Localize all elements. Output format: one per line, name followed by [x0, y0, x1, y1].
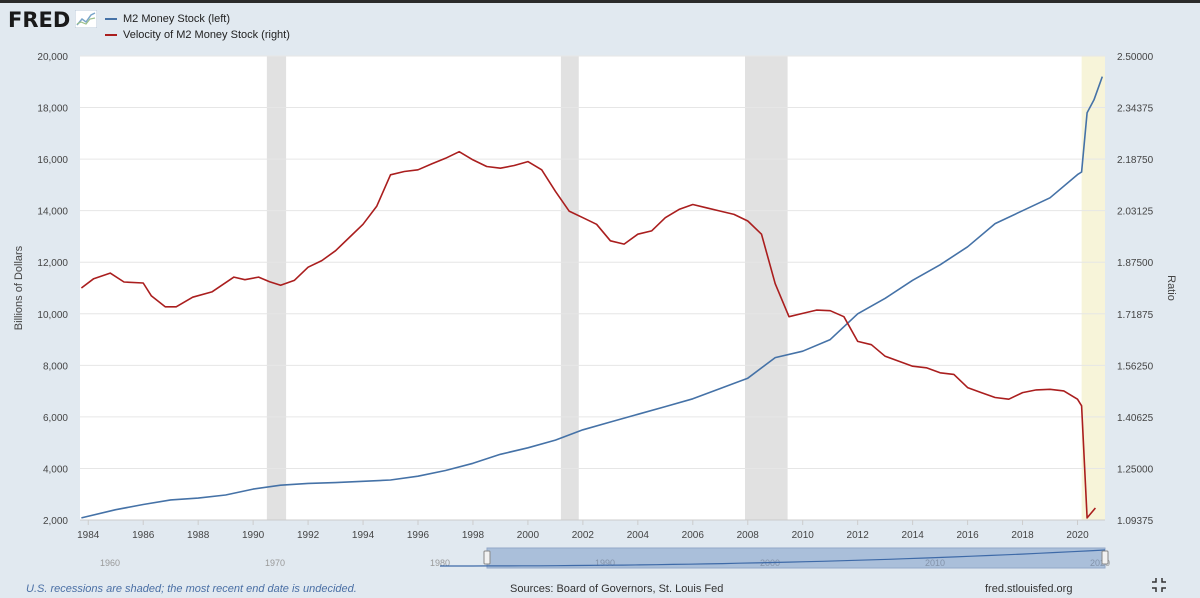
- fred-url-link[interactable]: fred.stlouisfed.org: [985, 583, 1073, 595]
- navigator-track: [80, 548, 1105, 568]
- y-right-tick-label: 2.50000: [1117, 52, 1154, 63]
- y-left-tick-label: 18,000: [37, 104, 68, 115]
- navigator-year-label: 2010: [925, 558, 945, 568]
- y-right-tick-label: 1.71875: [1117, 310, 1154, 321]
- x-tick-label: 1986: [132, 530, 155, 541]
- y-right-tick-label: 1.09375: [1117, 516, 1154, 527]
- y-left-tick-label: 16,000: [37, 155, 68, 166]
- navigator-year-label: 1960: [100, 558, 120, 568]
- recession-band-undecided: [1081, 56, 1105, 520]
- y-right-tick-label: 2.03125: [1117, 207, 1154, 218]
- series-line-velocity: [80, 150, 1097, 519]
- y-left-tick-label: 10,000: [37, 310, 68, 321]
- gridlines: [80, 55, 1105, 521]
- fred-logo[interactable]: FRED: [8, 8, 71, 32]
- y-left-tick-label: 12,000: [37, 258, 68, 269]
- series-lines: [80, 76, 1104, 519]
- axes: 2,000 4,000 6,000 8,000 10,000 12,000 14,000 16…: [37, 52, 1153, 541]
- x-tick-label: 1996: [407, 530, 430, 541]
- x-tick-label: 2018: [1011, 530, 1034, 541]
- x-tick-label: 2020: [1066, 530, 1089, 541]
- navigator-year-label: 2020: [1090, 558, 1110, 568]
- x-tick-label: 2006: [682, 530, 705, 541]
- x-tick-label: 1984: [77, 530, 100, 541]
- left-axis-title: Billions of Dollars: [13, 245, 25, 330]
- y-left-tick-label: 20,000: [37, 52, 68, 63]
- navigator-handle-right: [1101, 550, 1109, 565]
- y-left-tick-label: 6,000: [43, 413, 68, 424]
- x-tick-label: 2004: [627, 530, 650, 541]
- recession-shading: [266, 56, 1105, 520]
- legend-swatch-m2: [105, 18, 117, 20]
- x-tick-label: 1990: [242, 530, 265, 541]
- x-tick-label: 1992: [297, 530, 320, 541]
- legend-label-m2: M2 Money Stock (left): [123, 13, 230, 25]
- y-right-tick-label: 1.40625: [1117, 413, 1154, 424]
- trend-line-icon: [75, 10, 97, 28]
- x-tick-label: 2014: [902, 530, 925, 541]
- legend-item-velocity[interactable]: Velocity of M2 Money Stock (right): [105, 29, 290, 41]
- plot-area: [80, 56, 1105, 520]
- y-right-tick-label: 1.25000: [1117, 464, 1154, 475]
- recession-band: [745, 56, 788, 520]
- x-tick-label: 2002: [572, 530, 595, 541]
- range-navigator[interactable]: 1960197019801990200020102020: [80, 547, 1110, 569]
- navigator-series: [440, 549, 1106, 567]
- x-tick-label: 2012: [847, 530, 870, 541]
- x-tick-label: 2000: [517, 530, 540, 541]
- series-line-m2: [81, 76, 1104, 519]
- x-tick-label: 1994: [352, 530, 375, 541]
- y-right-tick-label: 2.18750: [1117, 155, 1154, 166]
- x-tick-label: 2008: [737, 530, 760, 541]
- x-tick-label: 2016: [956, 530, 979, 541]
- y-left-tick-label: 8,000: [43, 361, 68, 372]
- legend-swatch-velocity: [105, 34, 117, 36]
- navigator-year-label: 1970: [265, 558, 285, 568]
- top-border: [0, 0, 1200, 3]
- y-right-tick-label: 1.56250: [1117, 361, 1154, 372]
- x-tick-label: 2010: [792, 530, 815, 541]
- y-left-tick-label: 14,000: [37, 207, 68, 218]
- recession-band: [560, 56, 579, 520]
- navigator-year-label: 1990: [595, 558, 615, 568]
- y-right-tick-label: 2.34375: [1117, 104, 1154, 115]
- right-axis-title: Ratio: [1165, 275, 1177, 301]
- fullscreen-icon[interactable]: [1151, 577, 1167, 593]
- recession-note: U.S. recessions are shaded; the most rec…: [26, 583, 357, 595]
- x-tick-label: 1998: [462, 530, 485, 541]
- y-left-tick-label: 2,000: [43, 516, 68, 527]
- x-tick-label: 1988: [187, 530, 210, 541]
- legend-item-m2[interactable]: M2 Money Stock (left): [105, 13, 230, 25]
- legend-label-velocity: Velocity of M2 Money Stock (right): [123, 29, 290, 41]
- recession-band: [266, 56, 287, 520]
- navigator-handle-left: [483, 550, 491, 565]
- navigator-year-label: 1980: [430, 558, 450, 568]
- y-right-tick-label: 1.87500: [1117, 258, 1154, 269]
- sources-text: Sources: Board of Governors, St. Louis F…: [510, 583, 724, 595]
- y-left-tick-label: 4,000: [43, 464, 68, 475]
